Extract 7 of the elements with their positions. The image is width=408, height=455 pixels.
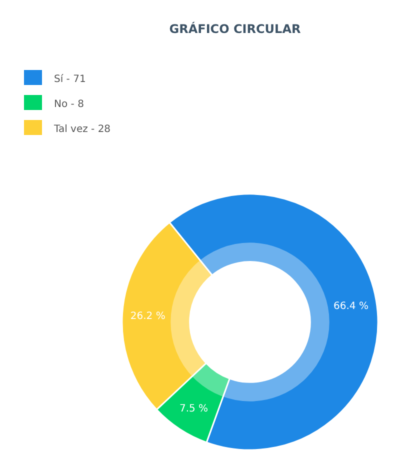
- legend-label: Sí - 71: [54, 74, 86, 85]
- legend-label: No - 8: [54, 99, 84, 110]
- data-label: 7.5 %: [179, 404, 208, 415]
- legend-label: Tal vez - 28: [53, 124, 111, 135]
- data-label: 26.2 %: [130, 310, 166, 322]
- data-label: 66.4 %: [334, 300, 368, 312]
- chart-title: GRÁFICO CIRCULAR: [169, 21, 301, 36]
